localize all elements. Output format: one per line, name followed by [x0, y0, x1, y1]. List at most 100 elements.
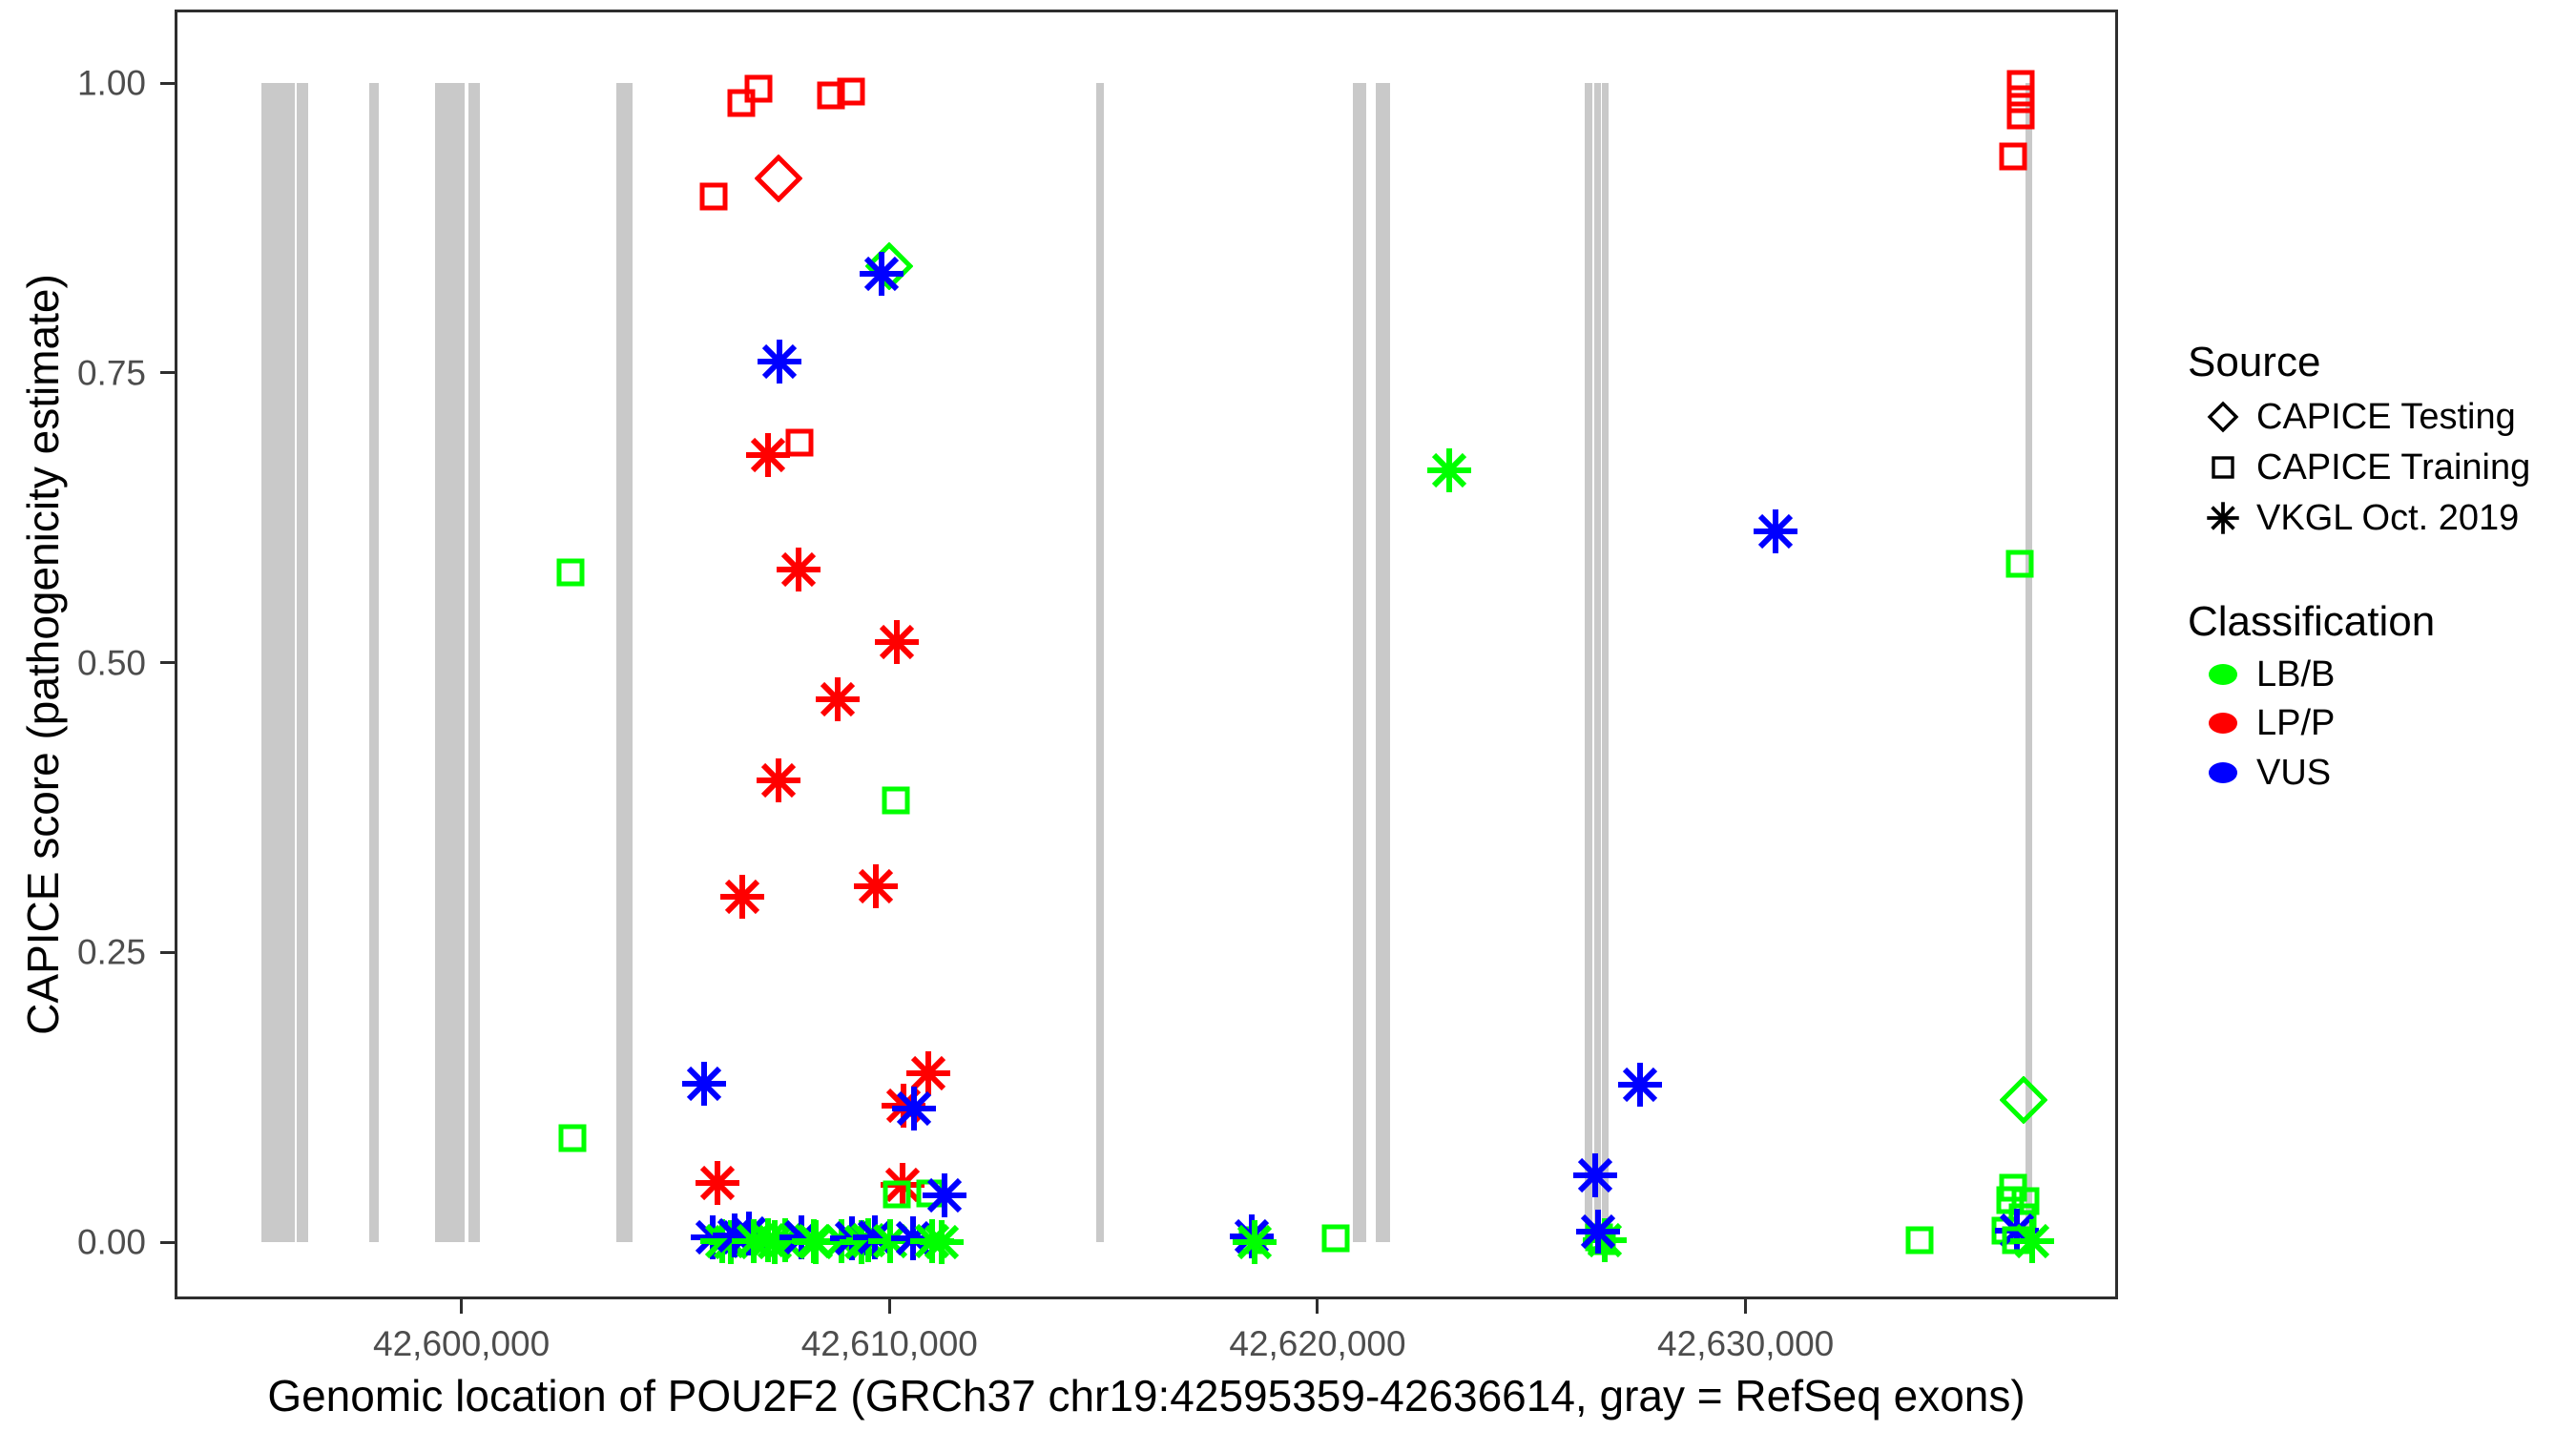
- x-tick-label: 42,620,000: [1229, 1324, 1406, 1363]
- data-point: [755, 757, 802, 809]
- x-tick-label: 42,630,000: [1657, 1324, 1835, 1363]
- x-tick-mark: [1744, 1299, 1748, 1314]
- data-point: [2008, 1217, 2056, 1270]
- green-dot-icon: [2190, 661, 2256, 688]
- y-tick-mark: [160, 1240, 175, 1244]
- exon-band: [1353, 83, 1367, 1242]
- legend-item-vus: VUS: [2190, 747, 2331, 798]
- exon-band: [1096, 83, 1105, 1242]
- legend-label: VKGL Oct. 2019: [2256, 497, 2520, 538]
- data-point: [754, 154, 803, 207]
- y-tick-mark: [160, 371, 175, 375]
- legend-label: LP/P: [2256, 702, 2336, 743]
- legend-label: CAPICE Testing: [2256, 396, 2516, 437]
- diamond-icon: [2190, 401, 2256, 433]
- data-point: [694, 1159, 741, 1212]
- data-point: [1425, 446, 1473, 499]
- data-point: [743, 73, 774, 109]
- legend-classification-title: Classification: [2188, 598, 2436, 645]
- data-point: [2005, 84, 2036, 119]
- data-point: [858, 250, 905, 302]
- x-tick-mark: [887, 1299, 891, 1314]
- data-point: [1752, 508, 1799, 560]
- data-point: [2005, 100, 2036, 135]
- data-point: [698, 181, 729, 217]
- legend-label: CAPICE Training: [2256, 446, 2531, 487]
- exon-band: [1601, 83, 1610, 1242]
- data-point: [904, 1049, 952, 1102]
- data-point: [921, 1172, 968, 1224]
- data-point: [775, 546, 822, 598]
- red-dot-icon: [2190, 710, 2256, 736]
- data-point: [1998, 141, 2028, 176]
- exon-band: [1584, 83, 1592, 1242]
- data-point: [816, 80, 846, 115]
- data-point: [1231, 1218, 1278, 1271]
- data-point: [890, 1085, 938, 1137]
- data-point: [1574, 1208, 1622, 1260]
- x-tick-mark: [1316, 1299, 1319, 1314]
- x-tick-label: 42,610,000: [800, 1324, 978, 1363]
- legend-item-lpp: LP/P: [2190, 697, 2335, 749]
- data-point: [881, 785, 911, 820]
- y-tick-mark: [160, 950, 175, 954]
- exon-band: [1594, 83, 1601, 1242]
- data-point: [555, 557, 586, 592]
- data-point: [2010, 1186, 2041, 1221]
- data-point: [784, 427, 815, 463]
- exon-band: [435, 83, 466, 1242]
- exon-band: [2025, 83, 2032, 1242]
- x-tick-label: 42,600,000: [373, 1324, 551, 1363]
- exon-band: [616, 83, 634, 1242]
- legend-item-capice-training: CAPICE Training: [2190, 442, 2530, 493]
- exon-band: [296, 83, 308, 1242]
- data-point: [680, 1060, 728, 1112]
- data-point: [852, 862, 900, 915]
- x-axis-title: Genomic location of POU2F2 (GRCh37 chr19…: [267, 1371, 2025, 1421]
- exon-band: [369, 83, 379, 1242]
- y-tick-label: 0.25: [76, 932, 146, 972]
- x-tick-mark: [460, 1299, 464, 1314]
- data-point: [1904, 1225, 1935, 1260]
- data-point: [557, 1123, 588, 1158]
- data-point: [836, 76, 866, 112]
- square-icon: [2190, 455, 2256, 480]
- exon-band: [261, 83, 296, 1242]
- data-point: [2005, 69, 2036, 104]
- data-point: [1999, 1075, 2048, 1129]
- legend-item-vkgl: VKGL Oct. 2019: [2190, 492, 2519, 544]
- y-tick-mark: [160, 81, 175, 85]
- data-point: [756, 338, 803, 390]
- data-point: [744, 431, 792, 484]
- legend-label: VUS: [2256, 752, 2332, 793]
- data-point: [1571, 1151, 1619, 1204]
- exon-band: [1375, 83, 1391, 1242]
- y-tick-label: 1.00: [76, 63, 146, 103]
- legend-item-capice-testing: CAPICE Testing: [2190, 391, 2516, 443]
- data-point: [792, 1218, 840, 1271]
- y-tick-label: 0.50: [76, 643, 146, 682]
- data-point: [882, 1179, 912, 1214]
- legend-source-title: Source: [2188, 339, 2321, 385]
- data-point: [1320, 1223, 1351, 1258]
- data-point: [918, 1218, 966, 1271]
- y-axis-title: CAPICE score (pathogenicity estimate): [18, 274, 68, 1035]
- asterisk-icon: [2190, 500, 2256, 536]
- data-point: [2005, 549, 2035, 584]
- y-tick-label: 0.00: [76, 1222, 146, 1262]
- data-point: [718, 873, 766, 925]
- data-point: [726, 88, 757, 123]
- y-tick-label: 0.75: [76, 353, 146, 393]
- data-point: [873, 618, 921, 671]
- legend-label: LB/B: [2256, 653, 2336, 695]
- blue-dot-icon: [2190, 759, 2256, 786]
- data-point: [864, 241, 914, 295]
- data-point: [1616, 1061, 1664, 1113]
- legend-item-lbb: LB/B: [2190, 649, 2335, 700]
- y-tick-mark: [160, 661, 175, 664]
- exon-band: [468, 83, 480, 1242]
